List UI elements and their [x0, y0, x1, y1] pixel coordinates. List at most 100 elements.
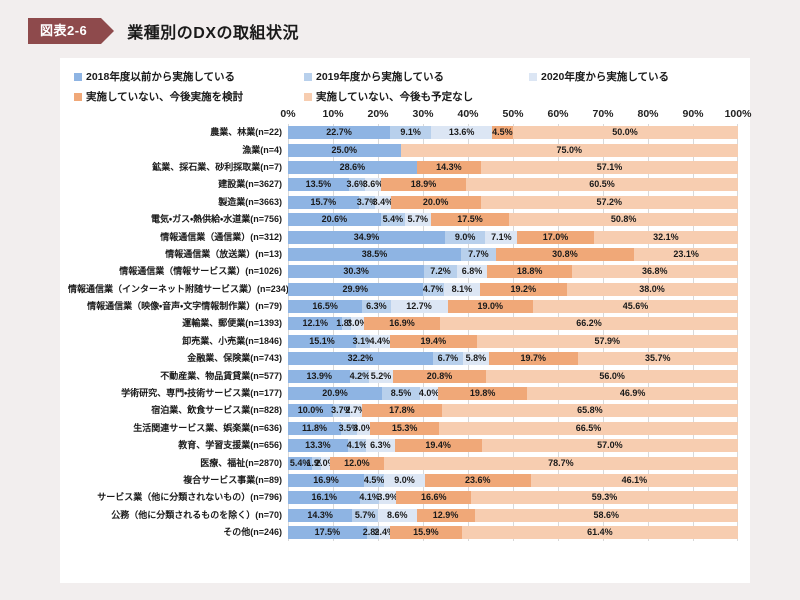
bar-segment[interactable]: 50.0%: [512, 126, 738, 140]
legend-item[interactable]: 実施していない、今後も予定なし: [304, 89, 529, 104]
bar-segment[interactable]: 10.0%: [288, 404, 333, 418]
bar-segment[interactable]: 17.5%: [288, 526, 367, 540]
bar-segment[interactable]: 4.1%: [347, 439, 367, 453]
legend-item[interactable]: 2020年度から実施している: [529, 69, 729, 84]
bar-segment[interactable]: 20.8%: [392, 369, 487, 383]
bar-segment[interactable]: 19.7%: [488, 352, 578, 366]
bar-segment[interactable]: 75.0%: [400, 143, 738, 157]
bar-segment[interactable]: 57.2%: [480, 195, 738, 209]
bar-segment[interactable]: 25.0%: [288, 143, 401, 157]
legend-item[interactable]: 実施していない、今後実施を検討: [74, 89, 304, 104]
bar-segment[interactable]: 20.0%: [390, 195, 481, 209]
bar-segment[interactable]: 20.9%: [288, 387, 382, 401]
bar-segment[interactable]: 11.8%: [288, 421, 342, 435]
bar-segment[interactable]: 23.1%: [634, 247, 739, 261]
bar-segment[interactable]: 20.6%: [288, 213, 381, 227]
bar-segment[interactable]: 5.2%: [369, 369, 393, 383]
bar-segment[interactable]: 34.9%: [288, 230, 445, 244]
bar-segment[interactable]: 12.9%: [416, 508, 475, 522]
bar-segment[interactable]: 30.3%: [288, 265, 425, 279]
bar-segment[interactable]: 6.3%: [362, 300, 391, 314]
bar-segment[interactable]: 3.1%: [353, 334, 373, 348]
bar-segment[interactable]: 3.9%: [377, 491, 398, 505]
bar-segment[interactable]: 57.9%: [476, 334, 738, 348]
bar-segment[interactable]: 1.8%: [336, 317, 357, 331]
bar-segment[interactable]: 14.3%: [288, 508, 353, 522]
bar-segment[interactable]: 7.7%: [461, 247, 496, 261]
bar-segment[interactable]: 15.7%: [288, 195, 359, 209]
bar-segment[interactable]: 57.0%: [481, 439, 738, 453]
bar-segment[interactable]: 3.7%: [357, 195, 377, 209]
bar-segment[interactable]: 17.0%: [517, 230, 594, 244]
bar-segment[interactable]: 14.3%: [416, 160, 482, 174]
legend-item[interactable]: 2018年度以前から実施している: [74, 69, 304, 84]
bar-segment[interactable]: 45.6%: [533, 300, 739, 314]
bar-segment[interactable]: 7.1%: [485, 230, 518, 244]
bar-segment[interactable]: 2.4%: [374, 526, 395, 540]
bar-segment[interactable]: 15.9%: [390, 526, 462, 540]
bar-segment[interactable]: 16.1%: [288, 491, 361, 505]
bar-segment[interactable]: 6.3%: [366, 439, 395, 453]
bar-segment[interactable]: 4.0%: [419, 387, 439, 401]
bar-segment[interactable]: 12.1%: [288, 317, 343, 331]
bar-segment[interactable]: 18.8%: [487, 265, 572, 279]
bar-segment[interactable]: 8.1%: [443, 282, 481, 296]
legend-item[interactable]: 2019年度から実施している: [304, 69, 529, 84]
bar-segment[interactable]: 65.8%: [441, 404, 738, 418]
bar-segment[interactable]: 2.0%: [315, 456, 336, 470]
bar-segment[interactable]: 5.8%: [462, 352, 489, 366]
bar-segment[interactable]: 13.6%: [431, 126, 493, 140]
bar-segment[interactable]: 18.9%: [381, 178, 467, 192]
bar-segment[interactable]: 4.4%: [370, 334, 390, 348]
bar-segment[interactable]: 12.0%: [329, 456, 384, 470]
bar-segment[interactable]: 7.2%: [424, 265, 457, 279]
bar-segment[interactable]: 32.1%: [593, 230, 738, 244]
bar-segment[interactable]: 5.4%: [380, 213, 405, 227]
bar-segment[interactable]: 5.7%: [352, 508, 378, 522]
bar-segment[interactable]: 9.1%: [390, 126, 432, 140]
bar-segment[interactable]: 19.4%: [394, 439, 482, 453]
bar-segment[interactable]: 5.4%: [288, 456, 313, 470]
bar-segment[interactable]: 2.8%: [363, 526, 383, 540]
bar-segment[interactable]: 8.6%: [377, 508, 417, 522]
bar-segment[interactable]: 32.2%: [288, 352, 433, 366]
bar-segment[interactable]: 38.5%: [288, 247, 462, 261]
bar-segment[interactable]: 46.1%: [530, 474, 738, 487]
bar-segment[interactable]: 78.7%: [383, 456, 738, 470]
bar-segment[interactable]: 22.7%: [288, 126, 391, 140]
bar-segment[interactable]: 17.5%: [430, 213, 510, 227]
bar-segment[interactable]: 15.3%: [370, 421, 440, 435]
bar-segment[interactable]: 59.3%: [471, 491, 738, 505]
bar-segment[interactable]: 3.0%: [353, 421, 374, 435]
bar-segment[interactable]: 38.0%: [566, 282, 738, 296]
bar-segment[interactable]: 15.1%: [288, 334, 356, 348]
bar-segment[interactable]: 8.5%: [381, 387, 421, 401]
bar-segment[interactable]: 4.1%: [359, 491, 380, 505]
bar-segment[interactable]: 19.2%: [480, 282, 567, 296]
bar-segment[interactable]: 3.0%: [347, 317, 368, 331]
bar-segment[interactable]: 1.9%: [306, 456, 327, 470]
bar-segment[interactable]: 46.9%: [527, 387, 738, 401]
bar-segment[interactable]: 6.8%: [456, 265, 488, 279]
bar-segment[interactable]: 4.5%: [492, 126, 513, 140]
bar-segment[interactable]: 12.7%: [390, 300, 448, 314]
bar-segment[interactable]: 13.3%: [288, 439, 348, 453]
bar-segment[interactable]: 2.7%: [345, 404, 366, 418]
bar-segment[interactable]: 23.6%: [424, 474, 531, 487]
bar-segment[interactable]: 4.2%: [350, 369, 370, 383]
bar-segment[interactable]: 28.6%: [288, 160, 417, 174]
bar-segment[interactable]: 66.2%: [440, 317, 738, 331]
bar-segment[interactable]: 4.7%: [422, 282, 444, 296]
bar-segment[interactable]: 56.0%: [486, 369, 738, 383]
bar-segment[interactable]: 3.5%: [339, 421, 359, 435]
bar-segment[interactable]: 50.8%: [509, 213, 738, 227]
bar-segment[interactable]: 9.0%: [384, 474, 425, 487]
bar-segment[interactable]: 13.5%: [288, 178, 349, 192]
bar-segment[interactable]: 13.9%: [288, 369, 351, 383]
bar-segment[interactable]: 3.6%: [363, 178, 383, 192]
bar-segment[interactable]: 17.8%: [361, 404, 442, 418]
bar-segment[interactable]: 6.7%: [432, 352, 463, 366]
bar-segment[interactable]: 16.6%: [396, 491, 472, 505]
bar-segment[interactable]: 3.7%: [331, 404, 352, 418]
bar-segment[interactable]: 61.4%: [461, 526, 738, 540]
